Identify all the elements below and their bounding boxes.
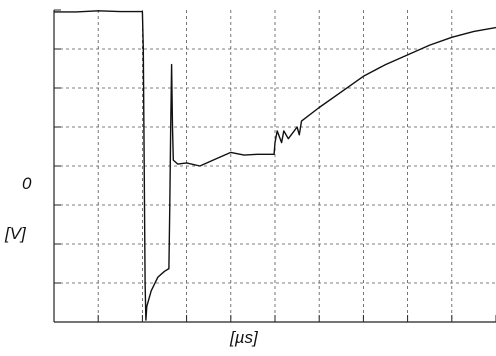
axis-ticks [53, 9, 496, 323]
voltage-trace-line [54, 10, 496, 321]
zero-level-label: 0 [22, 174, 32, 193]
series-layer [54, 10, 496, 321]
y-axis-label: [V] [5, 224, 26, 243]
x-axis-label: [µs] [230, 328, 258, 347]
grid [54, 10, 496, 322]
